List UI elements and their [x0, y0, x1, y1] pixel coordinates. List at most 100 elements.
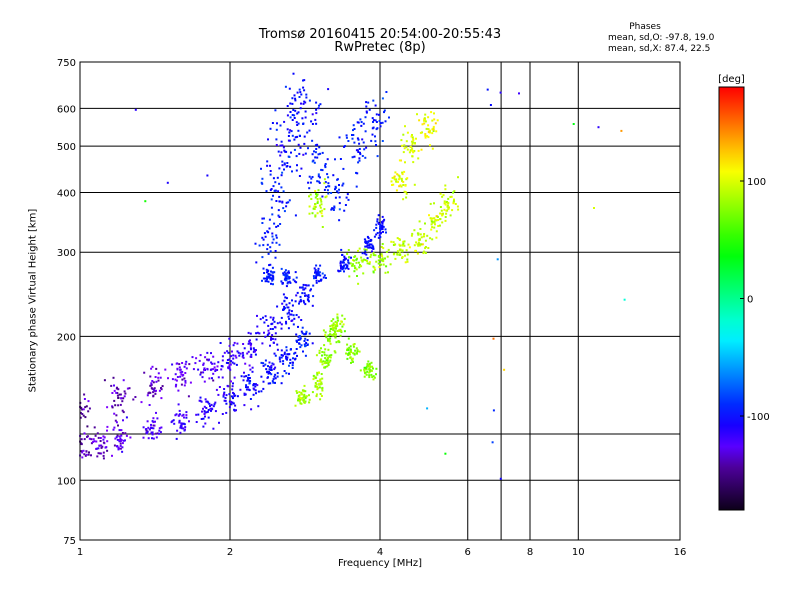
data-point — [417, 149, 420, 152]
data-point — [126, 387, 129, 390]
data-point — [310, 288, 312, 291]
data-point — [115, 414, 118, 417]
data-point — [129, 436, 132, 439]
data-point — [321, 215, 324, 218]
data-point — [432, 221, 435, 224]
data-point — [271, 235, 274, 238]
data-point — [203, 367, 206, 370]
data-point — [340, 248, 343, 251]
data-point — [258, 244, 261, 247]
data-point — [309, 193, 312, 196]
data-point — [257, 390, 260, 393]
data-point — [299, 91, 302, 94]
data-point — [203, 405, 206, 408]
data-point — [82, 414, 85, 417]
data-point — [88, 407, 91, 410]
data-point — [294, 136, 297, 139]
data-point — [318, 386, 321, 389]
data-point — [269, 173, 272, 176]
data-point — [275, 138, 278, 141]
data-point — [302, 122, 305, 125]
data-point — [275, 200, 278, 202]
data-point — [232, 354, 235, 357]
data-point — [346, 253, 349, 255]
data-point — [152, 391, 155, 394]
data-point — [106, 440, 109, 443]
data-point — [347, 352, 350, 355]
data-point — [403, 244, 406, 247]
data-point — [413, 244, 416, 247]
data-point — [395, 189, 398, 192]
data-point — [132, 398, 135, 401]
data-point — [280, 174, 283, 177]
data-point — [287, 201, 290, 204]
data-point — [432, 130, 435, 132]
data-point — [334, 188, 336, 191]
data-point — [349, 356, 352, 359]
data-point — [83, 432, 86, 435]
data-point — [374, 140, 377, 143]
data-point — [370, 253, 373, 256]
data-point — [406, 148, 409, 151]
data-point — [106, 425, 109, 428]
data-point — [264, 315, 267, 318]
data-point — [267, 372, 270, 375]
data-point — [323, 366, 326, 369]
data-point — [92, 440, 95, 443]
data-point — [209, 407, 212, 410]
data-point — [247, 376, 249, 379]
x-tick-label: 1 — [77, 547, 83, 558]
data-point — [181, 378, 184, 381]
data-point — [291, 304, 294, 307]
data-point — [343, 330, 346, 333]
data-point — [387, 248, 390, 251]
data-point — [360, 124, 363, 127]
data-point — [320, 358, 323, 361]
data-point — [170, 421, 173, 424]
data-point — [218, 421, 220, 424]
data-point — [446, 205, 449, 208]
data-point — [379, 229, 382, 232]
x-tick-label: 2 — [227, 547, 233, 558]
data-point — [339, 262, 342, 265]
data-point — [318, 383, 321, 385]
data-point — [363, 366, 366, 369]
data-point — [318, 349, 321, 352]
data-point — [145, 428, 148, 430]
data-point — [274, 354, 277, 357]
data-point — [234, 354, 237, 357]
data-point — [284, 85, 287, 88]
data-point — [214, 370, 217, 372]
data-point — [298, 302, 300, 305]
data-point — [271, 271, 274, 274]
data-point — [337, 191, 340, 194]
data-point — [256, 314, 258, 317]
data-point — [341, 266, 344, 269]
data-point — [429, 144, 431, 147]
data-point — [268, 372, 271, 374]
data-point — [320, 373, 323, 375]
data-point — [323, 188, 326, 191]
data-point — [377, 236, 380, 239]
data-point — [184, 428, 186, 431]
data-point — [297, 325, 299, 328]
data-point — [355, 149, 358, 152]
data-point — [204, 415, 206, 418]
data-point — [437, 225, 440, 227]
data-point — [121, 442, 124, 445]
data-point — [273, 189, 276, 192]
data-point — [403, 170, 406, 173]
data-point — [319, 379, 322, 382]
data-point — [258, 332, 261, 335]
data-point — [353, 343, 356, 345]
data-point — [346, 343, 349, 346]
data-point — [381, 222, 384, 225]
data-point — [439, 192, 442, 195]
data-point — [93, 440, 96, 443]
data-point — [290, 348, 292, 351]
data-point — [345, 196, 348, 199]
data-point — [86, 435, 89, 438]
data-point — [80, 406, 83, 409]
data-point — [232, 357, 235, 360]
data-point — [347, 337, 350, 340]
